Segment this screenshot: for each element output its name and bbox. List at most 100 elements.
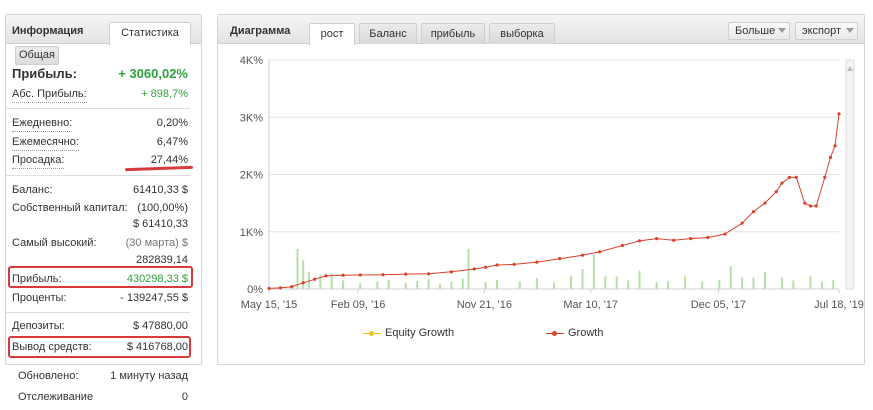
volume-bar bbox=[627, 280, 630, 289]
tab-growth[interactable]: рост bbox=[309, 23, 355, 45]
volume-bar bbox=[307, 271, 310, 289]
equity-value: $ 61410,33 bbox=[132, 218, 188, 230]
abs-profit-label[interactable]: Абс. Прибыль: bbox=[12, 87, 87, 103]
daily-value: 0,20% bbox=[156, 117, 188, 129]
profit-label: Прибыль: bbox=[12, 273, 62, 285]
volume-bar bbox=[781, 277, 783, 289]
highest-value: 282839,14 bbox=[136, 254, 188, 266]
tab-balance[interactable]: Баланс bbox=[359, 23, 417, 44]
tab-drawdown[interactable]: выборка bbox=[489, 23, 555, 44]
growth-point bbox=[535, 260, 539, 264]
volume-bar bbox=[427, 279, 430, 289]
growth-point bbox=[449, 270, 453, 274]
daily-row: Ежедневно: 0,20% bbox=[12, 116, 188, 132]
growth-point bbox=[672, 238, 676, 242]
tab-information[interactable]: Информация bbox=[12, 25, 84, 37]
legend-growth[interactable]: Growth bbox=[546, 327, 604, 339]
chart-scrollbar[interactable] bbox=[845, 59, 855, 290]
growth-point bbox=[278, 286, 282, 290]
abs-profit-row: Абс. Прибыль: + 898,7% bbox=[12, 87, 188, 103]
x-tick-label: Mar 10, '17 bbox=[563, 299, 618, 311]
chart-header: Диаграмма рост Баланс прибыль выборка Бо… bbox=[218, 15, 864, 45]
y-tick-label: 1K% bbox=[240, 227, 263, 239]
growth-point bbox=[823, 175, 827, 179]
volume-bar bbox=[592, 254, 595, 289]
x-tick-label: Nov 21, '16 bbox=[457, 299, 512, 311]
volume-bar bbox=[461, 278, 464, 289]
growth-point bbox=[358, 273, 362, 277]
volume-bar bbox=[439, 283, 441, 289]
x-tick-label: Jul 18, '19 bbox=[814, 299, 864, 311]
interest-label: Проценты: bbox=[12, 292, 67, 304]
drawdown-label[interactable]: Просадка: bbox=[12, 153, 65, 169]
tab-profit[interactable]: прибыль bbox=[421, 23, 485, 44]
y-tick-label: 4K% bbox=[240, 55, 263, 67]
growth-point bbox=[837, 112, 841, 116]
growth-point bbox=[404, 272, 408, 276]
y-tick-label: 3K% bbox=[240, 112, 263, 124]
volume-bar bbox=[467, 248, 470, 289]
y-tick-label: 0% bbox=[247, 284, 263, 296]
growth-point bbox=[472, 267, 476, 271]
growth-points bbox=[267, 112, 841, 291]
deposits-value: $ 47880,00 bbox=[132, 320, 188, 332]
chart-grid bbox=[268, 59, 840, 293]
growth-point bbox=[620, 243, 624, 248]
equity-percent: (100,00%) bbox=[137, 202, 188, 214]
tab-statistics[interactable]: Статистика bbox=[109, 22, 191, 45]
daily-label[interactable]: Ежедневно: bbox=[12, 116, 73, 132]
equity-label: Собственный капитал: bbox=[12, 202, 128, 214]
more-label: Больше bbox=[735, 25, 776, 37]
volume-bar bbox=[342, 280, 345, 289]
growth-point bbox=[723, 232, 727, 236]
growth-point bbox=[484, 265, 488, 269]
volume-bar bbox=[518, 281, 521, 289]
export-dropdown[interactable]: экспорт bbox=[795, 22, 858, 40]
updated-label: Обновлено: bbox=[18, 370, 79, 382]
y-tick-label: 2K% bbox=[240, 170, 263, 182]
chevron-down-icon bbox=[846, 28, 854, 33]
growth-point bbox=[290, 285, 294, 289]
highest-date: (30 марта) $ bbox=[125, 237, 188, 249]
volume-bar bbox=[496, 279, 498, 289]
growth-point bbox=[740, 221, 744, 225]
growth-point bbox=[763, 201, 767, 205]
chart-panel-title: Диаграмма bbox=[230, 25, 291, 37]
balance-value: 61410,33 $ bbox=[132, 184, 188, 196]
monthly-value: 6,47% bbox=[156, 136, 188, 148]
highest-row: Самый высокий: (30 марта) $ bbox=[12, 236, 188, 251]
growth-chart: 0% 1K% 2K% 3K% 4K% May 15, '15 Feb 09, '16 Nov… bbox=[240, 55, 864, 311]
withdrawals-highlight-box bbox=[8, 336, 191, 358]
growth-point bbox=[706, 235, 710, 240]
growth-point bbox=[787, 175, 792, 179]
withdrawals-row: Вывод средств: $ 416768,00 bbox=[12, 340, 188, 355]
more-dropdown[interactable]: Больше bbox=[728, 22, 790, 40]
chevron-down-icon bbox=[778, 28, 786, 33]
drawdown-value: 27,44% bbox=[150, 154, 188, 166]
growth-point bbox=[267, 286, 271, 291]
volume-bar bbox=[763, 271, 766, 289]
profit-highlight-box bbox=[8, 266, 193, 288]
growth-point bbox=[774, 190, 778, 194]
volume-bar bbox=[684, 276, 687, 289]
legend-growth-label: Growth bbox=[568, 327, 604, 339]
growth-point bbox=[598, 250, 602, 254]
subtab-general[interactable]: Общая bbox=[15, 46, 59, 65]
growth-point bbox=[580, 253, 585, 257]
volume-bar bbox=[729, 266, 732, 289]
growth-point bbox=[637, 239, 642, 243]
monthly-label[interactable]: Ежемесячно: bbox=[12, 135, 79, 151]
growth-point bbox=[689, 237, 693, 241]
volume-bar bbox=[296, 248, 299, 289]
legend-equity-growth[interactable]: Equity Growth bbox=[363, 327, 454, 339]
tracking-label: Отслеживание bbox=[18, 391, 94, 403]
growth-point bbox=[313, 277, 317, 281]
growth-point bbox=[495, 263, 499, 267]
volume-bar bbox=[820, 281, 823, 289]
y-axis-labels: 0% 1K% 2K% 3K% 4K% bbox=[240, 55, 263, 296]
separator bbox=[6, 175, 190, 176]
scrollbar-track bbox=[845, 59, 855, 290]
growth-point bbox=[427, 272, 431, 276]
growth-point bbox=[780, 181, 784, 185]
tracking-value: 0 bbox=[181, 391, 188, 403]
